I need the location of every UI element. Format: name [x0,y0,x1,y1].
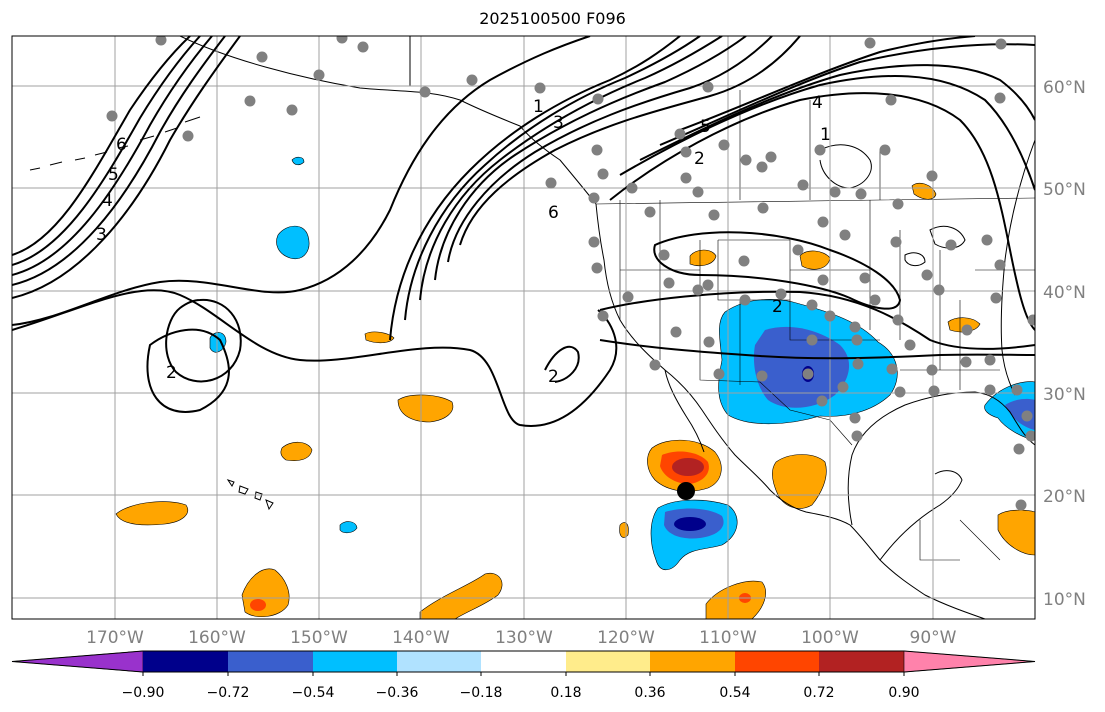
colorbar-tick-label: −0.54 [292,685,335,701]
contour-label: 2 [166,363,177,383]
map-title: 2025100500 F096 [479,9,626,28]
contour-label: 5 [108,165,119,185]
contour-label: 3 [96,225,107,245]
contour-label: 2 [548,367,559,387]
latitude-label: 20°N [1043,487,1086,507]
longitude-label: 150°W [290,628,348,648]
height-contours [12,36,1035,427]
latitude-label: 30°N [1043,385,1086,405]
contour-label: 3 [553,113,564,133]
observation-stations [106,36,1035,511]
contour-label: 1 [533,97,544,117]
longitude-label: 140°W [392,628,450,648]
colorbar-segment [566,651,650,672]
colorbar-tick-label: 0.72 [803,685,834,701]
colorbar-extend-max [903,650,1036,673]
contour-label: 4 [102,191,113,211]
longitude-label: 90°W [910,628,957,648]
colorbar-tick-label: 0.90 [888,685,919,701]
gridlines [12,36,1035,619]
map-frame [11,35,1036,620]
colorbar-tick-label: 0.18 [550,685,581,701]
latitude-label: 40°N [1043,283,1086,303]
colorbar-tick-label: −0.36 [376,685,419,701]
contour-label: 4 [812,93,823,113]
colorbar-tick-label: 0.36 [634,685,665,701]
longitude-label: 130°W [495,628,553,648]
colorbar-segment [650,651,735,672]
colorbar-segment [313,651,397,672]
latitude-label: 50°N [1043,180,1086,200]
longitude-label: 110°W [699,628,757,648]
longitude-label: 100°W [801,628,859,648]
colorbar-tick-label: −0.90 [122,685,165,701]
negative-anomaly-southwest-us-core [753,326,850,408]
storm-center-marker [677,482,695,500]
colorbar-segment [819,651,904,672]
longitude-label: 170°W [86,628,144,648]
longitude-label: 160°W [188,628,246,648]
contour-label: 6 [548,203,559,223]
longitude-label: 120°W [597,628,655,648]
coastlines [29,36,1035,619]
contour-labels: 3 4 5 6 2 2 1 3 6 5 2 4 1 2 [96,93,831,387]
longitude-axis: 170°W 160°W 150°W 140°W 130°W 120°W 110°… [86,628,957,648]
latitude-label: 60°N [1043,78,1086,98]
colorbar-segment [481,651,566,672]
contour-label: 6 [116,135,127,155]
map-area: 3 4 5 6 2 2 1 3 6 5 2 4 1 2 [12,36,1035,619]
contour-label: 5 [700,117,711,137]
colorbar-segment [228,651,313,672]
contour-label: 2 [772,297,783,317]
colorbar-segment [735,651,819,672]
latitude-axis: 60°N 50°N 40°N 30°N 20°N 10°N [1043,78,1086,610]
colorbar-segment [143,651,228,672]
latitude-label: 10°N [1043,590,1086,610]
colorbar: −0.90 −0.72 −0.54 −0.36 −0.18 0.18 0.36 0.54 0.7… [11,650,1036,701]
colorbar-segment [397,651,481,672]
contour-label: 2 [694,149,705,169]
colorbar-extend-min [11,650,144,673]
colorbar-tick-label: 0.54 [719,685,750,701]
colorbar-tick-label: −0.18 [460,685,503,701]
colorbar-tick-label: −0.72 [207,685,250,701]
contour-label: 1 [820,125,831,145]
